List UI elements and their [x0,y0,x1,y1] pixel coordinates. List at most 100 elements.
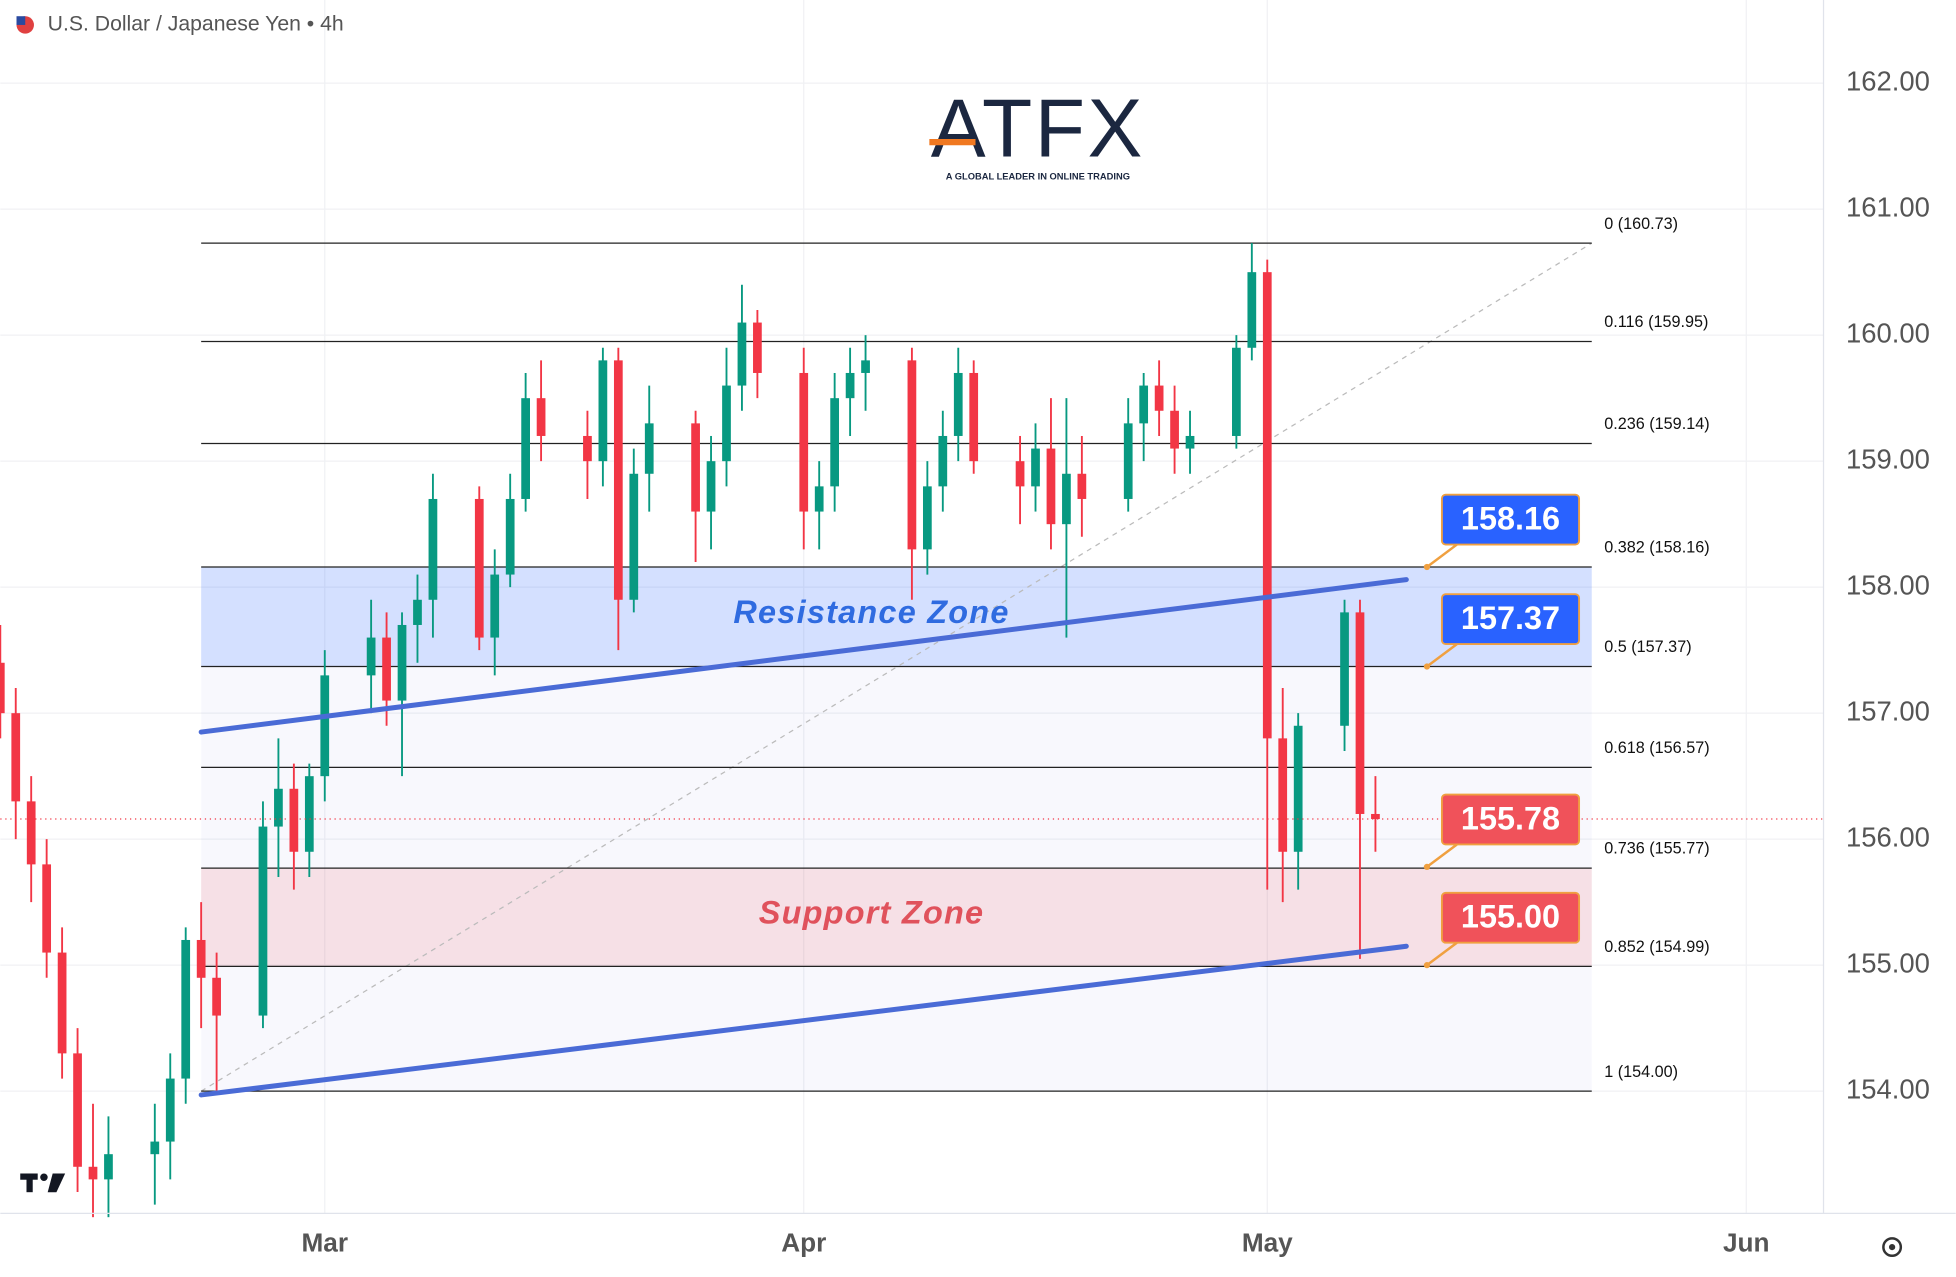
y-tick-label: 156.00 [1846,821,1930,852]
price-box [1440,793,1581,846]
zone-label: Resistance Zone [733,594,1009,630]
callout-line [1426,843,1458,868]
candle-body [11,713,21,802]
logo: ATFX [931,82,1145,174]
candle-body [1293,725,1303,852]
fib-label: 0.736 (155.77) [1604,840,1709,858]
tradingview-logo [20,1173,66,1193]
flag-icon-canton [16,16,26,25]
candles [0,243,1824,1218]
grid: 154.00 155.00 156.00 157.00 158.00 159.00 160.… [0,0,1930,1257]
candle-body [382,637,391,701]
fib-trend-line [200,242,1593,1092]
candle-body [1046,448,1056,525]
candle-body [613,360,623,600]
trendline [198,577,1409,735]
candle-body [150,1141,160,1155]
fib-label: 0.852 (154.99) [1604,938,1709,956]
price-box [1440,593,1581,646]
candle-body [304,776,314,852]
candle-body [1262,272,1272,739]
fib-label: 0.5 (157.37) [1604,638,1691,656]
price-box-label: 158.16 [1461,500,1560,536]
price-box-label: 155.00 [1461,899,1560,935]
candle-body [722,385,731,462]
y-tick-label: 159.00 [1846,443,1930,474]
candle-body [413,599,422,625]
candle-body [212,977,221,1016]
candle-body [938,435,948,487]
fib-label: 1 (154.00) [1604,1063,1678,1081]
candle-body [1355,612,1365,814]
candle-body [1154,385,1164,411]
callout-line [1426,941,1458,967]
fib-label: 0 (160.73) [1604,215,1678,233]
y-tick-label: 158.00 [1846,569,1930,600]
candle-body [1139,385,1149,424]
candle-body [922,486,932,550]
price-box [1440,493,1581,546]
candle-body [737,322,747,386]
chart-title: U.S. Dollar / Japanese Yen • 4h [48,13,344,36]
candle-body [289,788,299,852]
fib-label: 0.618 (156.57) [1604,739,1709,757]
callout-point [1423,962,1431,969]
trendline [198,943,1409,1098]
candle-body [104,1154,113,1180]
candle-body [474,498,484,638]
candle-body [1247,272,1257,348]
x-tick-label: Mar [301,1227,348,1257]
y-tick-label: 157.00 [1846,695,1930,726]
callout-point [1423,663,1431,670]
candle-body [644,423,654,474]
candle-body [57,952,67,1054]
candle-body [598,360,608,462]
price-box-label: 155.78 [1461,800,1560,836]
y-tick-label: 162.00 [1846,65,1930,96]
candle-body [1015,461,1025,487]
candle-body [181,939,191,1079]
callout-line [1426,543,1458,569]
candle-body [0,662,5,714]
drawings: Resistance Zone Support Zone 158.16 157.37 1… [198,493,1581,1098]
candle-body [1062,473,1071,525]
candle-body [1185,435,1195,449]
x-tick-label: Jun [1723,1227,1770,1257]
candle-body [505,498,515,575]
candle-body [88,1166,98,1180]
candle-body [691,423,700,512]
y-tick-label: 161.00 [1846,191,1930,222]
callout-line [1426,643,1458,668]
fib-label: 0.116 (159.95) [1604,313,1708,331]
zone-label: Support Zone [759,894,985,930]
candle-body [953,372,963,436]
candle-body [753,322,762,373]
candle-body [907,360,917,550]
candle-body [428,498,438,600]
settings-icon[interactable] [1882,1237,1903,1258]
candle-body [258,826,268,1016]
fib-label: 0.382 (158.16) [1604,539,1709,557]
candle-body [1340,612,1349,726]
candle-body [1232,347,1241,436]
candle-body [1170,410,1179,449]
candle-body [42,864,52,953]
candle-body [1371,813,1380,820]
candle-body [521,398,530,499]
candle-body [196,939,206,978]
y-tick-label: 155.00 [1846,947,1930,978]
candle-body [845,372,855,399]
candle-body [490,574,500,638]
candle-body [320,675,330,777]
candle-body [799,372,809,512]
candle-body [73,1053,82,1167]
price-box [1440,891,1581,944]
candle-body [1077,473,1087,499]
candle-body [165,1078,175,1142]
callout-point [1423,563,1431,571]
candle-body [26,801,36,865]
candle-body [706,461,716,512]
